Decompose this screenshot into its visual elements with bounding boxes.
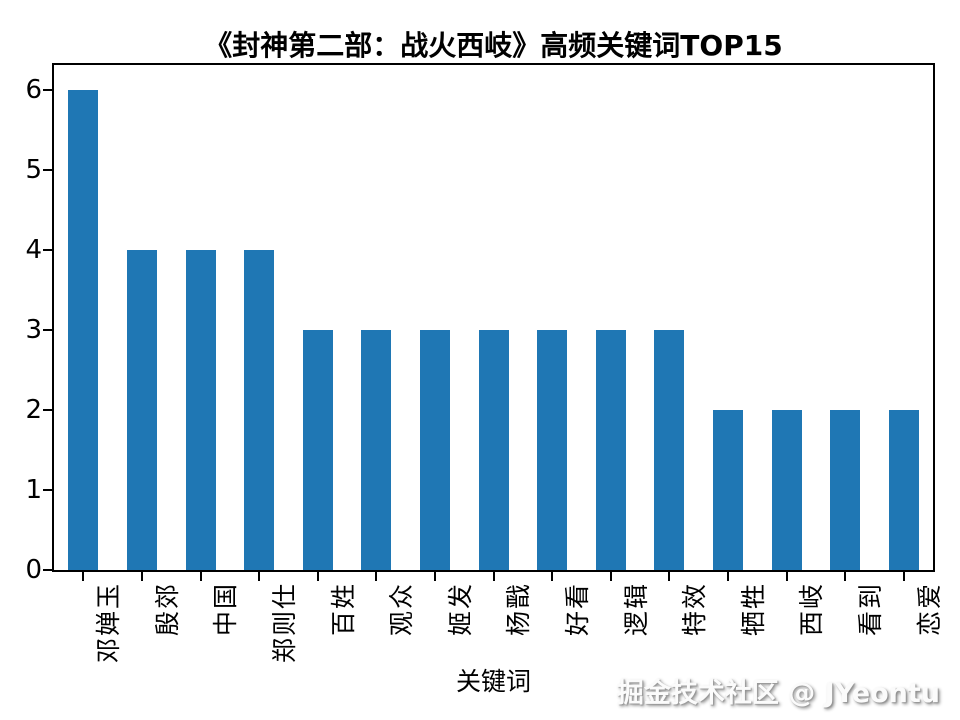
y-tick-label: 1 — [25, 475, 42, 505]
x-axis-title: 关键词 — [455, 667, 531, 696]
x-tick-label: 百姓 — [328, 582, 358, 637]
bar-观众 — [361, 330, 392, 570]
bar-看到 — [830, 410, 861, 570]
x-tick-mark — [493, 572, 495, 581]
x-tick-mark — [786, 572, 788, 581]
x-tick-mark — [434, 572, 436, 581]
watermark-text: 掘金技术社区 @ JYeontu — [616, 678, 940, 709]
x-tick-label: 邓婵玉 — [94, 582, 124, 664]
bar-西岐 — [771, 410, 802, 570]
x-tick-label: 西岐 — [797, 582, 827, 637]
x-tick-label: 殷郊 — [152, 582, 182, 637]
x-tick-mark — [375, 572, 377, 581]
bar-牺牲 — [712, 410, 743, 570]
bar-好看 — [537, 330, 568, 570]
y-tick-label: 2 — [25, 395, 42, 425]
y-tick-mark — [43, 249, 52, 251]
x-tick-mark — [551, 572, 553, 581]
y-tick-mark — [43, 569, 52, 571]
x-tick-label: 特效 — [680, 582, 710, 637]
x-tick-mark — [610, 572, 612, 581]
bars-layer — [54, 65, 933, 570]
y-tick-label: 3 — [25, 315, 42, 345]
x-tick-mark — [82, 572, 84, 581]
y-tick-mark — [43, 489, 52, 491]
x-tick-mark — [258, 572, 260, 581]
bar-殷郊 — [126, 250, 157, 570]
bar-特效 — [654, 330, 685, 570]
x-tick-label: 姬发 — [445, 582, 475, 637]
x-tick-label: 逻辑 — [621, 582, 651, 637]
y-tick-label: 6 — [25, 75, 42, 105]
y-tick-label: 5 — [25, 155, 42, 185]
chart-title: 《封神第二部：战火西岐》高频关键词TOP15 — [204, 29, 783, 62]
x-tick-mark — [903, 572, 905, 581]
x-tick-label: 中国 — [211, 582, 241, 637]
y-tick-mark — [43, 89, 52, 91]
y-tick-mark — [43, 329, 52, 331]
x-tick-label: 好看 — [563, 582, 593, 637]
x-tick-mark — [317, 572, 319, 581]
y-tick-mark — [43, 169, 52, 171]
x-tick-mark — [141, 572, 143, 581]
bar-杨戬 — [478, 330, 509, 570]
x-tick-mark — [844, 572, 846, 581]
x-tick-mark — [727, 572, 729, 581]
bar-郑则仕 — [244, 250, 275, 570]
bar-中国 — [185, 250, 216, 570]
y-tick-mark — [43, 409, 52, 411]
bar-姬发 — [419, 330, 450, 570]
y-tick-label: 4 — [25, 235, 42, 265]
x-tick-label: 郑则仕 — [270, 582, 300, 664]
x-tick-mark — [200, 572, 202, 581]
bar-恋爱 — [888, 410, 919, 570]
x-tick-label: 杨戬 — [504, 582, 534, 637]
x-tick-label: 牺牲 — [738, 582, 768, 637]
bar-百姓 — [302, 330, 333, 570]
x-tick-label: 恋爱 — [914, 582, 944, 637]
y-tick-label: 0 — [25, 555, 42, 585]
bar-邓婵玉 — [68, 90, 99, 570]
x-tick-label: 观众 — [387, 582, 417, 637]
bar-逻辑 — [595, 330, 626, 570]
x-tick-mark — [668, 572, 670, 581]
x-tick-label: 看到 — [856, 582, 886, 637]
